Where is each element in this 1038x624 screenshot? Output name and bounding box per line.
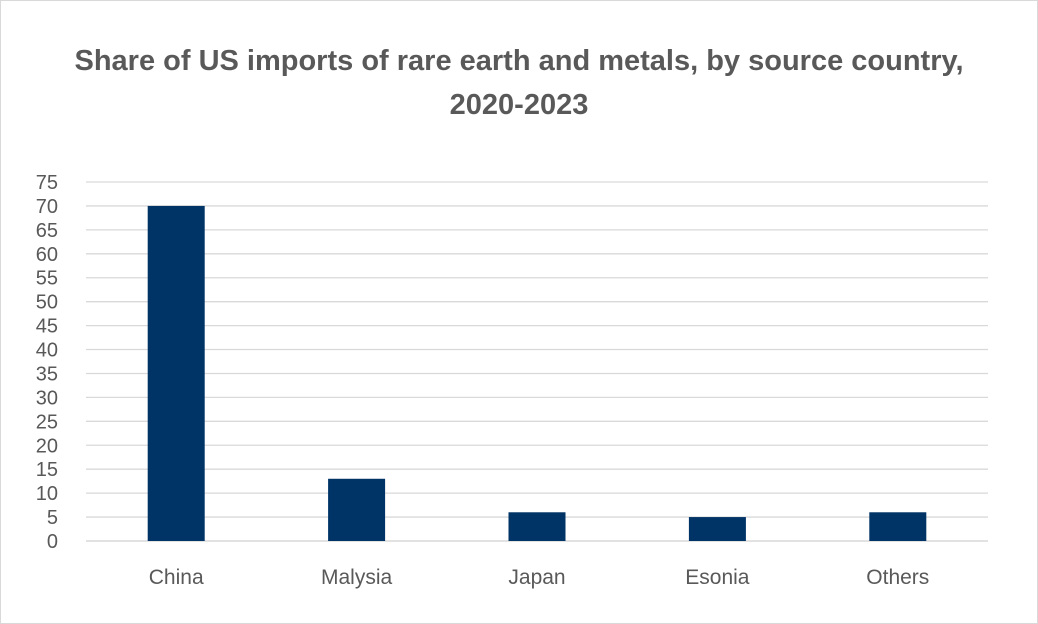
y-tick-label: 0 xyxy=(47,531,58,553)
y-tick-label: 15 xyxy=(36,459,58,481)
bar-china xyxy=(147,205,205,541)
y-tick-label: 65 xyxy=(36,220,58,242)
x-tick-label-esonia: Esonia xyxy=(685,566,750,589)
y-tick-label: 60 xyxy=(36,244,58,266)
bar-japan xyxy=(508,512,566,541)
x-tick-label-others: Others xyxy=(866,566,929,589)
y-tick-label: 25 xyxy=(36,411,58,433)
gridlines xyxy=(86,181,988,542)
y-tick-label: 75 xyxy=(36,172,58,194)
x-tick-label-china: China xyxy=(149,566,204,589)
y-tick-label: 20 xyxy=(36,435,58,457)
x-axis-tick-labels: China Malysia Japan Esonia Others xyxy=(149,566,930,589)
y-tick-label: 35 xyxy=(36,363,58,385)
y-tick-label: 5 xyxy=(47,507,58,529)
bar-esonia xyxy=(688,517,746,541)
y-tick-label: 30 xyxy=(36,387,58,409)
y-tick-label: 45 xyxy=(36,316,58,338)
y-tick-label: 40 xyxy=(36,340,58,362)
y-tick-label: 70 xyxy=(36,196,58,218)
x-tick-label-japan: Japan xyxy=(508,566,565,589)
bar-others xyxy=(869,512,927,541)
bars xyxy=(147,205,927,541)
y-tick-label: 50 xyxy=(36,292,58,314)
x-tick-label-malysia: Malysia xyxy=(321,566,393,589)
y-tick-label: 55 xyxy=(36,268,58,290)
chart-title: Share of US imports of rare earth and me… xyxy=(74,45,964,121)
bar-malysia xyxy=(328,478,386,541)
y-tick-label: 10 xyxy=(36,483,58,505)
